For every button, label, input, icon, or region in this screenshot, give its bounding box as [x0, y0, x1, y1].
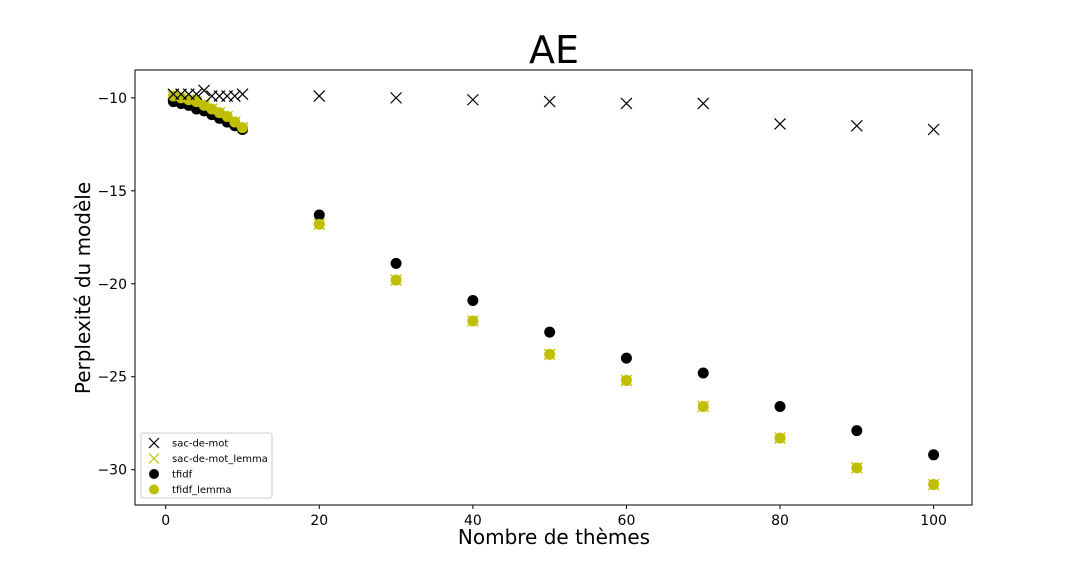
data-point — [697, 97, 710, 110]
data-point — [928, 449, 940, 461]
data-point — [236, 88, 249, 101]
y-tick-label: −10 — [97, 91, 127, 107]
data-point — [620, 352, 632, 364]
legend-label: sac-de-mot_lemma — [172, 454, 268, 465]
data-point — [620, 374, 632, 386]
data-point — [229, 116, 241, 128]
data-point — [198, 84, 211, 97]
data-point — [544, 348, 556, 360]
data-point — [390, 274, 402, 286]
data-point — [543, 95, 556, 108]
x-axis-label: Nombre de thèmes — [458, 525, 650, 549]
legend-box — [140, 432, 273, 499]
series-tfidf_lemma — [167, 90, 940, 491]
data-point — [774, 432, 786, 444]
data-point — [850, 119, 863, 132]
y-tick-label: −15 — [97, 184, 127, 200]
data-point — [313, 90, 326, 102]
legend-marker — [148, 453, 160, 464]
data-point — [851, 425, 863, 437]
legend-marker — [149, 469, 159, 479]
data-point — [390, 257, 402, 269]
data-point — [851, 462, 863, 474]
x-tick-label: 20 — [310, 513, 328, 529]
series-sac-de-mot_lemma — [167, 90, 940, 491]
y-tick-label: −25 — [97, 370, 127, 386]
data-point — [467, 315, 479, 327]
data-point — [466, 93, 479, 106]
legend-label: tfidf — [172, 470, 193, 481]
x-axis-ticks: 0 20 40 60 80 100 — [161, 505, 947, 529]
data-point — [927, 123, 940, 136]
y-tick-label: −20 — [97, 277, 127, 293]
data-point — [313, 209, 325, 221]
series-sac-de-mot — [167, 84, 940, 136]
x-tick-label: 100 — [920, 513, 947, 529]
data-point — [390, 91, 403, 104]
data-point — [697, 367, 709, 379]
legend-marker — [148, 437, 160, 449]
data-point — [544, 326, 556, 338]
x-tick-label: 60 — [618, 513, 636, 529]
series-tfidf — [167, 96, 940, 461]
data-point — [467, 295, 479, 307]
y-tick-label: −30 — [97, 463, 127, 479]
data-point — [774, 117, 786, 130]
data-point — [774, 400, 786, 412]
legend-label: sac-de-mot — [172, 439, 228, 450]
data-point — [620, 97, 633, 110]
x-tick-label: 80 — [771, 513, 789, 529]
data-marks — [167, 84, 940, 491]
legend-marker — [149, 484, 159, 495]
y-axis-label: Perplexité du modèle — [71, 182, 95, 394]
x-tick-label: 40 — [464, 513, 482, 529]
x-tick-label: 0 — [161, 513, 170, 529]
data-point — [237, 122, 249, 134]
y-axis-ticks: −10 −15 −20 −25 −30 — [97, 91, 135, 479]
data-point — [928, 479, 940, 491]
data-point — [221, 110, 233, 122]
plot-area — [134, 69, 973, 506]
data-point — [697, 400, 709, 412]
data-point — [313, 218, 325, 230]
chart-title: AE — [529, 28, 579, 72]
data-point — [228, 90, 241, 102]
legend-label: tfidf_lemma — [172, 485, 232, 496]
data-point — [190, 88, 203, 101]
